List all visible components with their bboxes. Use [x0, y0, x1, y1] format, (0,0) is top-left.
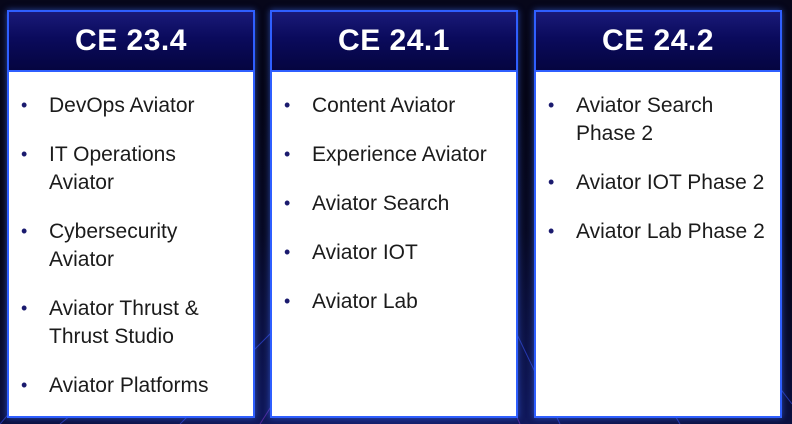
bullet-icon: •: [548, 95, 555, 115]
bullet-icon: •: [284, 291, 291, 311]
item-label: Aviator Lab Phase 2: [576, 220, 765, 243]
column-ce-24-1: CE 24.1 • Content Aviator • Experience A…: [270, 10, 518, 418]
bullet-icon: •: [21, 95, 28, 115]
list-item: • Cybersecurity Aviator: [19, 218, 243, 274]
list-item: • Aviator Thrust & Thrust Studio: [19, 295, 243, 351]
item-label: Cybersecurity Aviator: [49, 220, 178, 271]
list-item: • Aviator Search Phase 2: [546, 92, 770, 148]
column-ce-24-2: CE 24.2 • Aviator Search Phase 2 • Aviat…: [534, 10, 782, 418]
item-label: Content Aviator: [312, 94, 456, 117]
bullet-icon: •: [548, 172, 555, 192]
item-label: Aviator Search: [312, 192, 450, 215]
list-item: • Content Aviator: [282, 92, 506, 120]
column-title: CE 24.1: [272, 12, 516, 72]
bullet-icon: •: [284, 144, 291, 164]
bullet-icon: •: [284, 242, 291, 262]
feature-list: • DevOps Aviator • IT Operations Aviator…: [9, 72, 253, 400]
column-title: CE 23.4: [9, 12, 253, 72]
bullet-icon: •: [21, 298, 28, 318]
feature-list: • Aviator Search Phase 2 • Aviator IOT P…: [536, 72, 780, 246]
item-label: Aviator Search Phase 2: [576, 94, 714, 145]
item-label: Aviator IOT Phase 2: [576, 171, 765, 194]
bullet-icon: •: [21, 144, 28, 164]
item-label: Aviator Thrust & Thrust Studio: [49, 297, 199, 348]
list-item: • Aviator IOT Phase 2: [546, 169, 770, 197]
bullet-icon: •: [284, 95, 291, 115]
item-label: DevOps Aviator: [49, 94, 195, 117]
item-label: Experience Aviator: [312, 143, 487, 166]
bullet-icon: •: [21, 221, 28, 241]
feature-list: • Content Aviator • Experience Aviator •…: [272, 72, 516, 316]
list-item: • Aviator Platforms: [19, 372, 243, 400]
list-item: • DevOps Aviator: [19, 92, 243, 120]
item-label: Aviator Platforms: [49, 374, 209, 397]
item-label: IT Operations Aviator: [49, 143, 176, 194]
list-item: • Aviator IOT: [282, 239, 506, 267]
bullet-icon: •: [548, 221, 555, 241]
column-ce-23-4: CE 23.4 • DevOps Aviator • IT Operations…: [7, 10, 255, 418]
list-item: • Aviator Search: [282, 190, 506, 218]
column-title: CE 24.2: [536, 12, 780, 72]
bullet-icon: •: [21, 375, 28, 395]
list-item: • IT Operations Aviator: [19, 141, 243, 197]
item-label: Aviator IOT: [312, 241, 418, 264]
list-item: • Aviator Lab Phase 2: [546, 218, 770, 246]
list-item: • Experience Aviator: [282, 141, 506, 169]
list-item: • Aviator Lab: [282, 288, 506, 316]
item-label: Aviator Lab: [312, 290, 418, 313]
bullet-icon: •: [284, 193, 291, 213]
